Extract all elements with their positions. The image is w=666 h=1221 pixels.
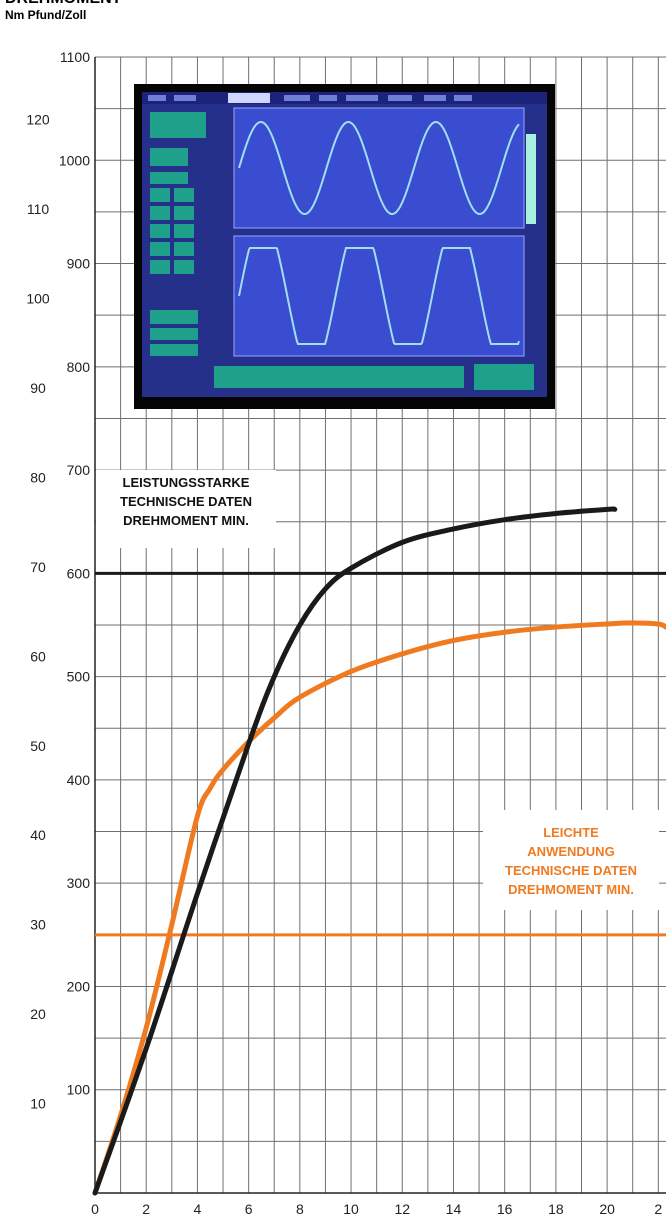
light-spec-annotation: LEICHTE ANWENDUNG TECHNISCHE DATEN DREHM…	[483, 810, 659, 910]
x-tick-label: 2	[142, 1201, 150, 1217]
y-left-tick-label: 1100	[60, 49, 90, 65]
x-tick-label: 12	[394, 1201, 410, 1217]
x-tick-label: 8	[296, 1201, 304, 1217]
y-left-tick-label: 400	[67, 772, 91, 788]
y-left-tick-label: 800	[67, 359, 91, 375]
y-left-tick-label: 900	[67, 256, 91, 272]
light-spec-line-2: ANWENDUNG	[527, 844, 615, 859]
strong-spec-line-2: TECHNISCHE DATEN	[120, 494, 252, 509]
strong-spec-line-3: DREHMOMENT MIN.	[123, 513, 249, 528]
y-right-tick-label: 70	[30, 559, 46, 575]
x-tick-label: 16	[497, 1201, 513, 1217]
x-tick-label: 0	[91, 1201, 99, 1217]
y-left-tick-label: 300	[67, 875, 91, 891]
strong-spec-annotation: LEISTUNGSSTARKE TECHNISCHE DATEN DREHMOM…	[96, 470, 276, 548]
y-right-tick-label: 100	[26, 291, 50, 307]
strong-spec-line-1: LEISTUNGSSTARKE	[122, 475, 250, 490]
y-right-tick-label: 90	[30, 380, 46, 396]
y-right-tick-label: 30	[30, 917, 46, 933]
x-tick-label: 6	[245, 1201, 253, 1217]
y-right-tick-label: 80	[30, 469, 46, 485]
x-tick-label: 20	[599, 1201, 615, 1217]
y-left-tick-label: 500	[67, 669, 91, 685]
y-left-tick-label: 700	[67, 462, 91, 478]
light-spec-line-3: TECHNISCHE DATEN	[505, 863, 637, 878]
light-spec-line-4: DREHMOMENT MIN.	[508, 882, 634, 897]
y-left-tick-label: 100	[67, 1082, 91, 1098]
y-right-tick-label: 10	[30, 1096, 46, 1112]
light-spec-line-1: LEICHTE	[543, 825, 599, 840]
x-tick-label: 14	[446, 1201, 462, 1217]
y-left-tick-label: 1000	[59, 152, 90, 168]
strong-spec-torque-line	[92, 506, 618, 1196]
light-spec-torque-line	[92, 620, 666, 1196]
x-tick-label: 2	[654, 1201, 662, 1217]
y-left-tick-label: 200	[67, 978, 91, 994]
y-right-tick-label: 20	[30, 1006, 46, 1022]
x-tick-label: 18	[548, 1201, 564, 1217]
x-tick-label: 10	[343, 1201, 359, 1217]
tick-labels: 0 2 4 6 8 10 12 14 16 18 20 2 100 200 300 400 500 600 700 8…	[26, 49, 662, 1217]
y-right-tick-label: 40	[30, 827, 46, 843]
oscilloscope-screen-photo	[134, 84, 555, 409]
x-tick-label: 4	[194, 1201, 202, 1217]
oscilloscope-screen-icon	[142, 92, 547, 397]
y-right-tick-label: 120	[26, 112, 50, 128]
axis-units-label: Nm Pfund/Zoll	[5, 8, 87, 22]
series-lines	[92, 506, 666, 1196]
y-right-tick-label: 50	[30, 738, 46, 754]
chart-title: DREHMOMENT	[5, 0, 121, 8]
y-right-tick-label: 110	[27, 201, 50, 217]
y-right-tick-label: 60	[30, 648, 46, 664]
y-left-tick-label: 600	[67, 565, 91, 581]
